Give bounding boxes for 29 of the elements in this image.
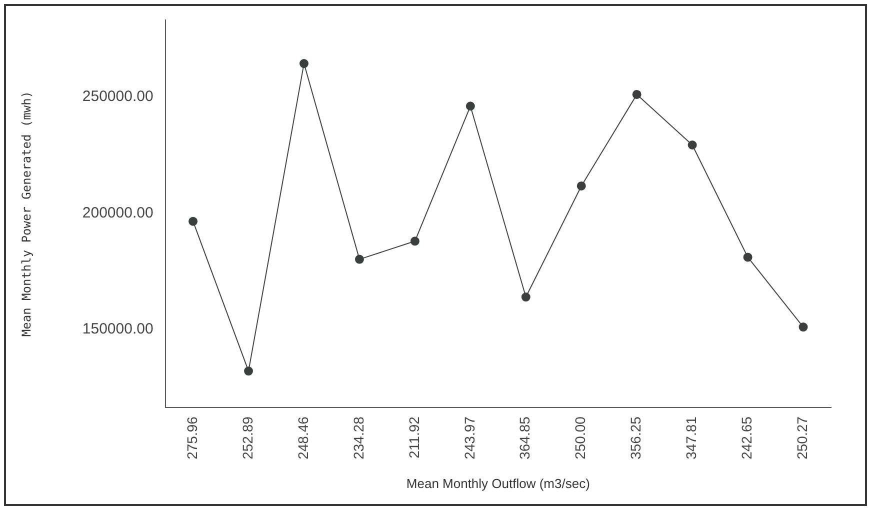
x-tick-label: 250.27	[794, 416, 810, 460]
x-tick-label: 243.97	[461, 416, 478, 460]
point	[466, 102, 475, 111]
y-tick-label: 200000.00	[82, 204, 154, 222]
point	[188, 216, 198, 226]
point	[632, 90, 642, 99]
x-tick-label: 234.28	[350, 416, 366, 460]
point	[244, 366, 254, 376]
x-tick-label: 364.85	[516, 416, 533, 460]
x-tick-label: 250.00	[572, 416, 588, 460]
x-tick-label: 347.81	[683, 416, 700, 460]
y-tick-label: 150000.00	[82, 320, 154, 338]
x-axis-title: Mean Monthly Outflow (m3/sec)	[406, 476, 590, 491]
x-tick-label: 252.89	[239, 416, 256, 460]
y-axis-title: Mean Monthly Power Generated (mwh)	[19, 90, 34, 337]
x-tick-label: 248.46	[294, 416, 311, 460]
point	[798, 322, 808, 332]
point	[521, 292, 530, 302]
point	[410, 236, 420, 246]
point	[354, 254, 364, 264]
point	[743, 252, 752, 262]
point	[576, 181, 586, 190]
point	[299, 59, 308, 68]
x-tick-label: 211.92	[406, 416, 422, 458]
point	[688, 140, 697, 150]
x-tick-label: 356.25	[628, 416, 644, 460]
x-tick-label: 242.65	[738, 416, 755, 460]
y-tick-label: 250000.00	[82, 88, 154, 105]
x-tick-label: 275.96	[184, 416, 200, 460]
